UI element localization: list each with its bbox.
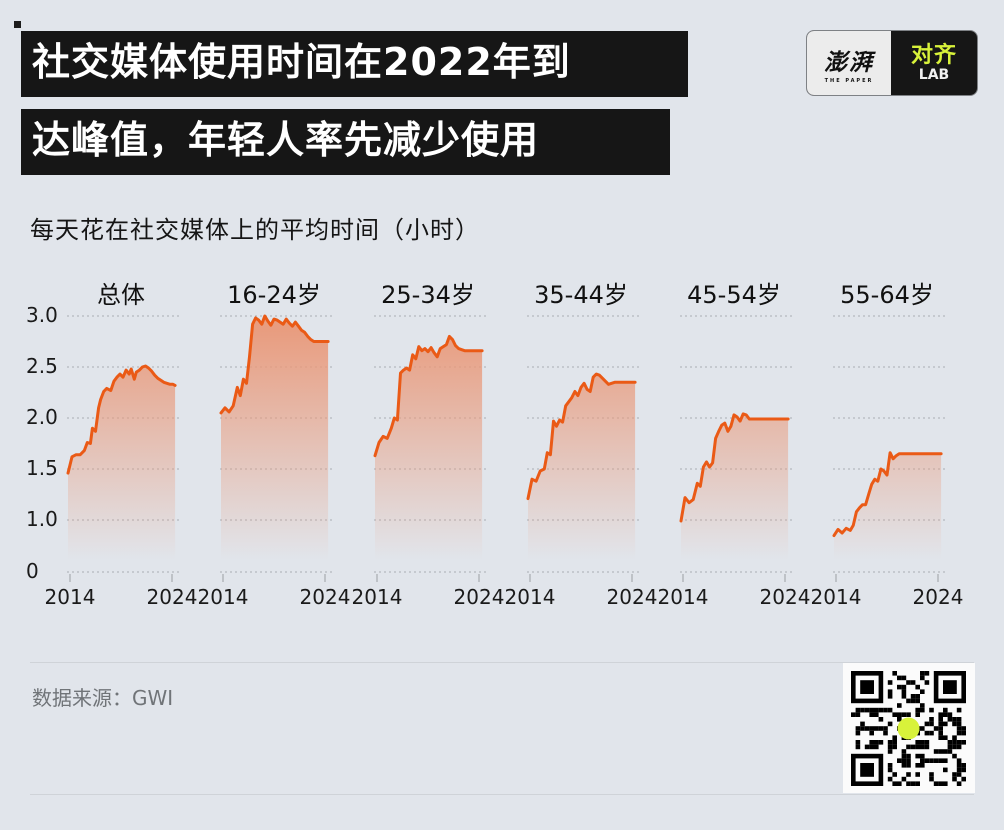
brand-logo: 澎湃 THE PAPER 对齐 LAB — [806, 30, 978, 96]
x-tick-label: 2024 — [912, 585, 964, 609]
series-line — [526, 372, 637, 501]
panels — [66, 314, 943, 560]
title-line-1: 社交媒体使用时间在2022年到 — [21, 31, 688, 97]
panel-title: 55-64岁 — [840, 281, 934, 309]
series-line — [373, 334, 484, 458]
logo-left-sub: THE PAPER — [824, 77, 874, 84]
x-tick-label: 2024 — [146, 585, 198, 609]
x-tick-label: 2014 — [197, 585, 249, 609]
panel-title: 45-54岁 — [687, 281, 781, 309]
gridlines — [67, 315, 946, 582]
logo-right-sub: LAB — [918, 67, 950, 83]
footer-divider-bottom — [30, 794, 974, 795]
logo-lab: 对齐 LAB — [891, 31, 977, 95]
area-fill — [834, 452, 942, 560]
logo-left-brand: 澎湃 — [824, 48, 874, 76]
panel-title: 25-34岁 — [381, 281, 475, 309]
y-tick-label: 0 — [26, 559, 39, 583]
y-tick-label: 1.0 — [26, 507, 58, 531]
area-fill — [375, 336, 483, 560]
qr-code-icon — [851, 671, 966, 786]
chart-subtitle: 每天花在社交媒体上的平均时间（小时） — [30, 216, 480, 244]
y-tick-label: 2.5 — [26, 354, 58, 378]
series-line — [679, 412, 790, 523]
logo-the-paper: 澎湃 THE PAPER — [807, 31, 891, 95]
x-tick-label: 2024 — [299, 585, 351, 609]
x-tick-label: 2014 — [351, 585, 403, 609]
x-tick-label: 2024 — [453, 585, 505, 609]
x-tick-label: 2014 — [657, 585, 709, 609]
series-line — [832, 451, 943, 538]
series-line — [219, 314, 330, 415]
data-source: 数据来源：GWI — [32, 686, 174, 710]
footer-divider-top — [30, 662, 974, 663]
title-line-2: 达峰值，年轻人率先减少使用 — [21, 109, 670, 175]
panel-title: 16-24岁 — [227, 281, 321, 309]
logo-right-brand: 对齐 — [910, 43, 957, 68]
corner-mark — [14, 21, 21, 28]
area-fill — [68, 366, 176, 560]
qr-code — [843, 663, 975, 793]
area-fill — [221, 316, 329, 560]
panel-title: 35-44岁 — [534, 281, 628, 309]
x-tick-label: 2014 — [44, 585, 96, 609]
area-fill — [528, 374, 636, 560]
y-tick-label: 2.0 — [26, 405, 58, 429]
small-multiples-chart — [66, 314, 946, 582]
series-line — [66, 364, 177, 475]
y-tick-label: 3.0 — [26, 303, 58, 327]
x-tick-label: 2014 — [810, 585, 862, 609]
panel-title: 总体 — [97, 281, 145, 309]
area-fill — [681, 413, 789, 560]
x-tick-label: 2024 — [606, 585, 658, 609]
y-tick-label: 1.5 — [26, 456, 58, 480]
x-tick-label: 2014 — [504, 585, 556, 609]
x-tick-label: 2024 — [759, 585, 811, 609]
